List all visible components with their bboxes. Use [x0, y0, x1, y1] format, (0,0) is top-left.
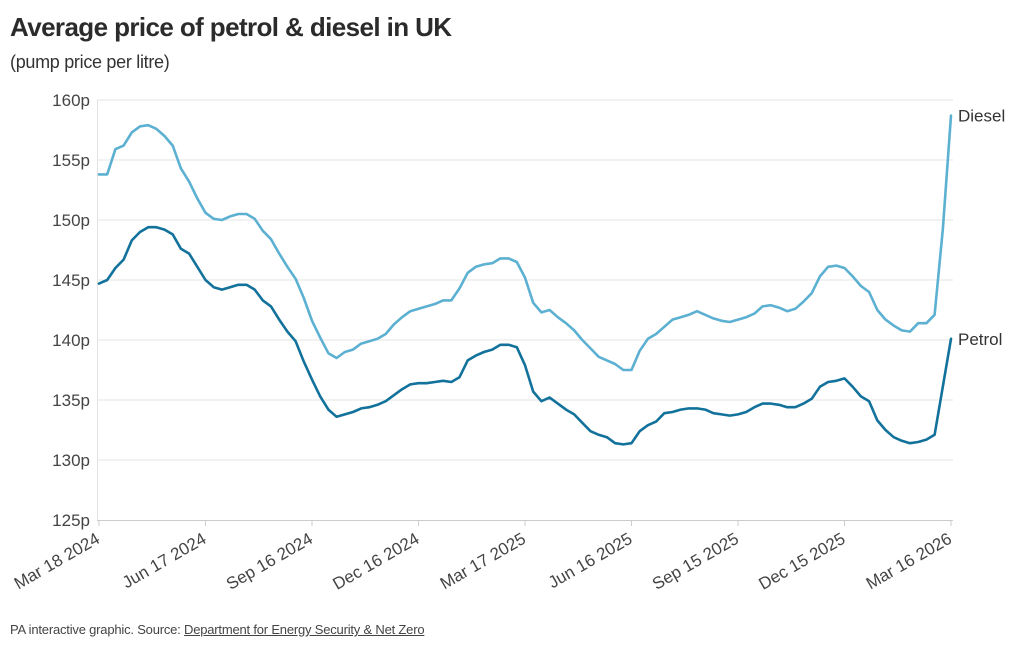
x-tick-label: Sep 16 2024 [223, 529, 316, 594]
y-tick-label: 125p [52, 511, 90, 530]
y-tick-label: 135p [52, 391, 90, 410]
y-tick-label: 160p [52, 91, 90, 110]
y-tick-label: 140p [52, 331, 90, 350]
x-axis: Mar 18 2024 Jun 17 2024 Sep 16 2024 Dec 16 … [11, 520, 955, 594]
footer-prefix: PA interactive graphic. Source: [10, 622, 185, 637]
series-line-diesel [97, 114, 953, 372]
series-labels: Diesel Petrol [958, 107, 1005, 349]
y-tick-label: 145p [52, 271, 90, 290]
source-link[interactable]: Department for Energy Security & Net Zer… [184, 622, 425, 637]
y-tick-label: 130p [52, 451, 90, 470]
series-lines [97, 114, 953, 446]
footer-credit: PA interactive graphic. Source: Departme… [10, 622, 425, 637]
y-axis: 125p 130p 135p 140p 145p 150p 155p 160p [52, 91, 98, 530]
x-tick-label: Sep 15 2025 [649, 529, 742, 594]
series-label-petrol: Petrol [958, 330, 1002, 349]
series-line-petrol [97, 225, 953, 446]
chart-subtitle: (pump price per litre) [10, 52, 170, 72]
series-label-diesel: Diesel [958, 107, 1005, 126]
chart-title: Average price of petrol & diesel in UK [10, 12, 452, 42]
x-tick-label: Mar 16 2026 [863, 529, 955, 593]
x-tick-label: Jun 16 2025 [545, 529, 636, 592]
y-tick-label: 150p [52, 211, 90, 230]
x-tick-label: Dec 16 2024 [330, 529, 423, 594]
x-tick-label: Mar 18 2024 [11, 529, 103, 593]
x-tick-label: Dec 15 2025 [756, 529, 849, 594]
x-tick-label: Mar 17 2025 [437, 529, 529, 593]
y-tick-label: 155p [52, 151, 90, 170]
x-tick-label: Jun 17 2024 [119, 529, 210, 592]
